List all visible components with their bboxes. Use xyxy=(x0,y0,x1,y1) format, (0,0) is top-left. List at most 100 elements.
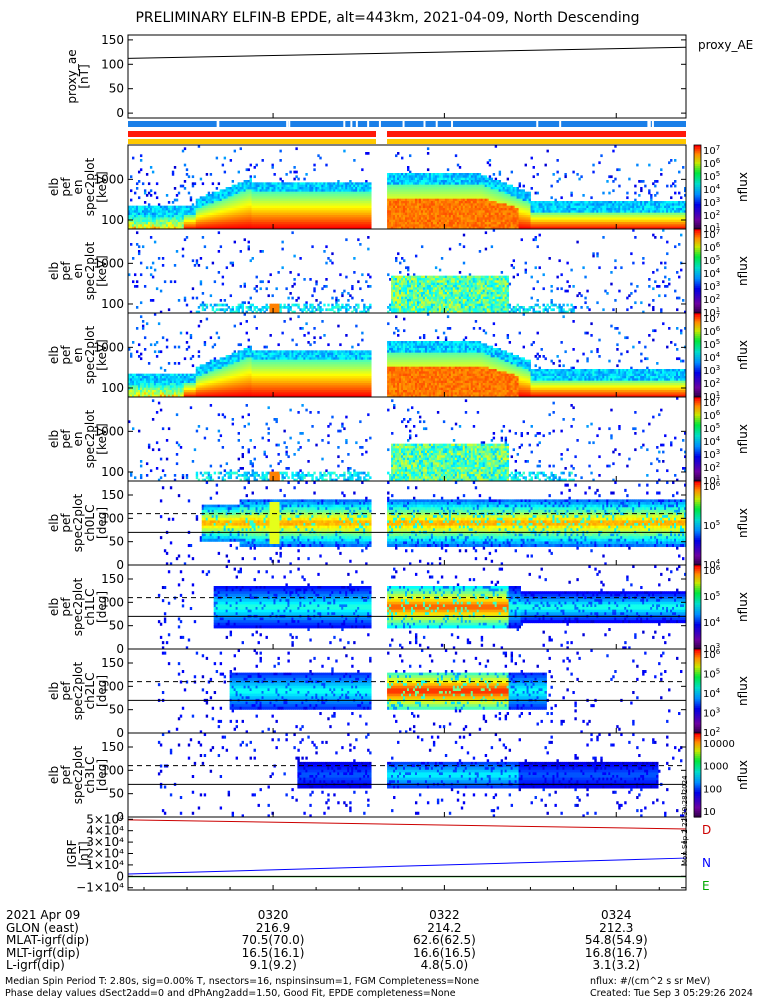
heatmap-cell xyxy=(194,264,196,267)
heatmap-cell xyxy=(166,194,168,197)
heatmap-cell xyxy=(142,245,144,248)
heatmap-cell xyxy=(576,173,578,176)
heatmap-cell xyxy=(578,178,580,181)
heatmap-cell xyxy=(485,175,487,178)
heatmap-cell xyxy=(154,241,156,244)
heatmap-cell xyxy=(550,196,552,199)
colorbar-tick-base: 10 xyxy=(703,185,716,196)
heatmap-cell xyxy=(636,164,638,167)
right-label: proxy_AE xyxy=(698,38,753,52)
heatmap-cell xyxy=(592,171,594,174)
heatmap-cell xyxy=(150,236,152,239)
heatmap-cell xyxy=(319,157,321,160)
heatmap-cell xyxy=(668,161,670,164)
bar-blue-gap xyxy=(424,121,426,127)
heatmap-cell xyxy=(178,299,180,302)
heatmap-cell xyxy=(650,194,652,197)
heatmap-cell xyxy=(172,173,174,176)
heatmap-cell xyxy=(531,157,533,160)
heatmap-cell xyxy=(184,297,186,300)
heatmap-cell xyxy=(164,280,166,283)
heatmap-cell xyxy=(505,182,507,185)
heatmap-cell xyxy=(285,173,287,176)
heatmap-cell xyxy=(240,147,242,150)
heatmap-cell xyxy=(174,166,176,169)
heatmap-cell xyxy=(570,192,572,195)
heatmap-cell xyxy=(642,180,644,183)
heatmap-cell xyxy=(190,196,192,199)
heatmap-cell xyxy=(529,196,531,199)
heatmap-cell xyxy=(519,182,521,185)
heatmap-cell xyxy=(682,166,684,169)
heatmap-cell xyxy=(230,159,232,162)
heatmap-cell xyxy=(136,280,138,283)
heatmap-cell xyxy=(608,192,610,195)
colorbar-tick-exponent: 4 xyxy=(716,183,721,191)
heatmap-cell xyxy=(634,199,636,202)
bar-blue-gap xyxy=(652,121,654,127)
heatmap-cell xyxy=(606,180,608,183)
heatmap-cell xyxy=(184,164,186,167)
heatmap-cell xyxy=(140,273,142,276)
bar-blue-gap xyxy=(451,121,453,127)
heatmap-cell xyxy=(250,175,252,178)
heatmap-cell xyxy=(138,171,140,174)
heatmap-cell xyxy=(305,173,307,176)
colorbar-label: nflux xyxy=(736,172,750,202)
heatmap-cell xyxy=(196,262,198,265)
heatmap-cell xyxy=(130,243,132,246)
heatmap-cell xyxy=(297,178,299,181)
heatmap-cell xyxy=(369,199,371,202)
heatmap-cell xyxy=(138,252,140,255)
heatmap-cell xyxy=(152,262,154,265)
heatmap-cell xyxy=(140,159,142,162)
heatmap-cell xyxy=(407,166,409,169)
heatmap-cell xyxy=(162,264,164,267)
heatmap-cell xyxy=(369,208,371,211)
heatmap-cell xyxy=(648,189,650,192)
heatmap-cell xyxy=(674,185,676,188)
heatmap-cell xyxy=(200,280,202,283)
heatmap-cell xyxy=(132,157,134,160)
bar-blue-gap xyxy=(288,121,290,127)
heatmap-cell xyxy=(218,182,220,185)
heatmap-cell xyxy=(499,180,501,183)
heatmap-cell xyxy=(152,276,154,279)
heatmap-cell xyxy=(369,194,371,197)
heatmap-cell xyxy=(186,236,188,239)
heatmap-cell xyxy=(198,264,200,267)
heatmap-cell xyxy=(648,192,650,195)
heatmap-cell xyxy=(670,185,672,188)
heatmap-cell xyxy=(531,187,533,190)
heatmap-cell xyxy=(644,185,646,188)
heatmap-cell xyxy=(158,257,160,260)
colorbar-tick-base: 10 xyxy=(703,159,716,170)
y-tick-label: 0 xyxy=(116,106,124,120)
heatmap-cell xyxy=(556,159,558,162)
heatmap-cell xyxy=(196,297,198,300)
bar-red-1 xyxy=(128,131,376,137)
heatmap-cell xyxy=(196,259,198,262)
heatmap-cell xyxy=(369,220,371,223)
heatmap-cell xyxy=(172,171,174,174)
heatmap-cell xyxy=(369,187,371,190)
heatmap-cell xyxy=(634,185,636,188)
heatmap-cell xyxy=(138,196,140,199)
colorbar-tick-base: 10 xyxy=(703,198,716,209)
heatmap-cell xyxy=(612,150,614,153)
heatmap-cell xyxy=(222,164,224,167)
heatmap-cell xyxy=(598,161,600,164)
heatmap-cell xyxy=(150,266,152,269)
heatmap-cell xyxy=(369,185,371,188)
heatmap-cell xyxy=(628,178,630,181)
heatmap-cell xyxy=(150,189,152,192)
heatmap-cell xyxy=(672,182,674,185)
heatmap-cell xyxy=(369,213,371,216)
heatmap-cell xyxy=(168,308,170,311)
heatmap-cell xyxy=(176,194,178,197)
heatmap-cell xyxy=(271,164,273,167)
heatmap-cell xyxy=(295,147,297,150)
bar-blue-gap xyxy=(403,121,405,127)
y-tick-label: 100 xyxy=(101,57,124,71)
heatmap-cell xyxy=(250,164,252,167)
